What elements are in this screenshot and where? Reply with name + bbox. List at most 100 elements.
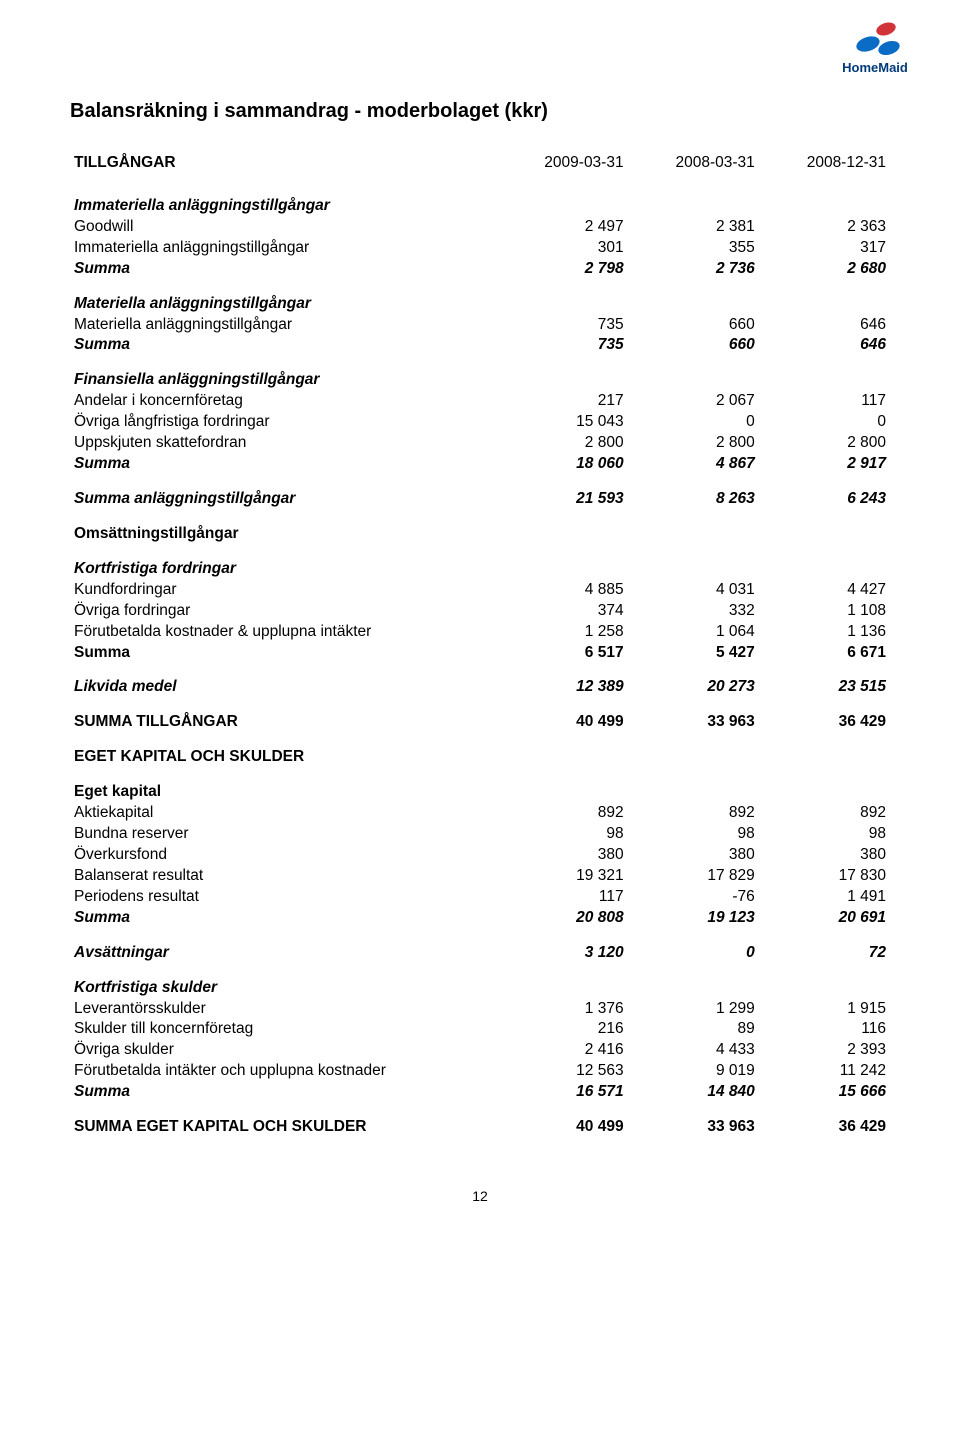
- row-label: Övriga långfristiga fordringar: [70, 412, 496, 433]
- row-label: Överkursfond: [70, 845, 496, 866]
- row-label: EGET KAPITAL OCH SKULDER: [70, 747, 496, 768]
- row-col-3: [759, 294, 890, 315]
- financial-table: TILLGÅNGAR2009-03-312008-03-312008-12-31…: [70, 153, 890, 1138]
- spacer-row: [70, 545, 890, 559]
- row-col-3: 380: [759, 845, 890, 866]
- row-col-1: 301: [496, 238, 627, 259]
- row-col-2: 0: [628, 412, 759, 433]
- row-col-1: 6 517: [496, 643, 627, 664]
- row-col-3: [759, 559, 890, 580]
- data-row: Uppskjuten skattefordran2 8002 8002 800: [70, 433, 890, 454]
- row-label: Goodwill: [70, 217, 496, 238]
- table-header-row: TILLGÅNGAR2009-03-312008-03-312008-12-31: [70, 153, 890, 174]
- row-label: Övriga skulder: [70, 1040, 496, 1061]
- row-label: Periodens resultat: [70, 887, 496, 908]
- data-row: Immateriella anläggningstillgångar301355…: [70, 238, 890, 259]
- row-col-1: 2 800: [496, 433, 627, 454]
- row-col-1: 16 571: [496, 1082, 627, 1103]
- row-label: Kundfordringar: [70, 580, 496, 601]
- row-col-3: 11 242: [759, 1061, 890, 1082]
- row-col-2: [628, 196, 759, 217]
- row-col-2: 380: [628, 845, 759, 866]
- page-title: Balansräkning i sammandrag - moderbolage…: [70, 100, 890, 123]
- row-label: Aktiekapital: [70, 803, 496, 824]
- row-col-1: [496, 196, 627, 217]
- row-col-2: 89: [628, 1019, 759, 1040]
- row-col-2: 660: [628, 315, 759, 336]
- row-col-3: 4 427: [759, 580, 890, 601]
- row-col-3: 317: [759, 238, 890, 259]
- row-label: Summa: [70, 454, 496, 475]
- spacer-row: [70, 280, 890, 294]
- row-col-1: 20 808: [496, 908, 627, 929]
- row-label: Kortfristiga fordringar: [70, 559, 496, 580]
- row-label: SUMMA TILLGÅNGAR: [70, 712, 496, 733]
- row-col-3: 1 136: [759, 622, 890, 643]
- row-label: Summa anläggningstillgångar: [70, 489, 496, 510]
- data-row: Bundna reserver989898: [70, 824, 890, 845]
- row-label: Förutbetalda kostnader & upplupna intäkt…: [70, 622, 496, 643]
- spacer-row: [70, 1103, 890, 1117]
- row-label: Summa: [70, 643, 496, 664]
- data-row: Övriga fordringar3743321 108: [70, 601, 890, 622]
- row-col-2: 332: [628, 601, 759, 622]
- bold-header-row: Eget kapital: [70, 782, 890, 803]
- summary-row: Summa20 80819 12320 691: [70, 908, 890, 929]
- row-col-3: 36 429: [759, 1117, 890, 1138]
- spacer-row: [70, 964, 890, 978]
- header-col-2: 2008-03-31: [628, 153, 759, 174]
- row-col-3: 1 108: [759, 601, 890, 622]
- row-col-2: [628, 559, 759, 580]
- section-header-row: Kortfristiga skulder: [70, 978, 890, 999]
- row-col-1: 374: [496, 601, 627, 622]
- row-col-1: 1 376: [496, 999, 627, 1020]
- row-label: Leverantörsskulder: [70, 999, 496, 1020]
- row-col-2: [628, 294, 759, 315]
- row-label: Avsättningar: [70, 943, 496, 964]
- row-label: Likvida medel: [70, 677, 496, 698]
- page-container: HomeMaid Balansräkning i sammandrag - mo…: [0, 0, 960, 1244]
- row-col-1: 735: [496, 335, 627, 356]
- row-col-3: 646: [759, 335, 890, 356]
- row-col-1: 12 563: [496, 1061, 627, 1082]
- row-label: Andelar i koncernföretag: [70, 391, 496, 412]
- row-col-2: 9 019: [628, 1061, 759, 1082]
- logo-mark-icon: [840, 18, 910, 58]
- row-label: Finansiella anläggningstillgångar: [70, 370, 496, 391]
- summary-row: Summa anläggningstillgångar21 5938 2636 …: [70, 489, 890, 510]
- row-col-2: 2 381: [628, 217, 759, 238]
- spacer-row: [70, 768, 890, 782]
- row-col-1: 2 416: [496, 1040, 627, 1061]
- row-col-3: [759, 978, 890, 999]
- row-col-3: 23 515: [759, 677, 890, 698]
- row-col-2: 892: [628, 803, 759, 824]
- bold-header-row: EGET KAPITAL OCH SKULDER: [70, 747, 890, 768]
- header-col-3: 2008-12-31: [759, 153, 890, 174]
- row-col-1: 1 258: [496, 622, 627, 643]
- logo: HomeMaid: [840, 18, 910, 75]
- row-label: Skulder till koncernföretag: [70, 1019, 496, 1040]
- row-col-3: 98: [759, 824, 890, 845]
- row-col-2: 14 840: [628, 1082, 759, 1103]
- row-label: Balanserat resultat: [70, 866, 496, 887]
- row-col-3: 6 243: [759, 489, 890, 510]
- row-col-1: 216: [496, 1019, 627, 1040]
- data-row: Förutbetalda kostnader & upplupna intäkt…: [70, 622, 890, 643]
- row-col-3: [759, 782, 890, 803]
- row-label: Eget kapital: [70, 782, 496, 803]
- row-col-2: 2 800: [628, 433, 759, 454]
- summary-row: Avsättningar3 120072: [70, 943, 890, 964]
- section-header-row: Finansiella anläggningstillgångar: [70, 370, 890, 391]
- data-row: Andelar i koncernföretag2172 067117: [70, 391, 890, 412]
- row-col-1: 2 497: [496, 217, 627, 238]
- row-col-2: 19 123: [628, 908, 759, 929]
- row-col-2: 1 064: [628, 622, 759, 643]
- header-col-1: 2009-03-31: [496, 153, 627, 174]
- row-col-2: 5 427: [628, 643, 759, 664]
- row-col-1: [496, 370, 627, 391]
- row-col-3: 20 691: [759, 908, 890, 929]
- data-row: Förutbetalda intäkter och upplupna kostn…: [70, 1061, 890, 1082]
- summary-row: Summa2 7982 7362 680: [70, 259, 890, 280]
- section-header-row: Materiella anläggningstillgångar: [70, 294, 890, 315]
- data-row: Övriga skulder2 4164 4332 393: [70, 1040, 890, 1061]
